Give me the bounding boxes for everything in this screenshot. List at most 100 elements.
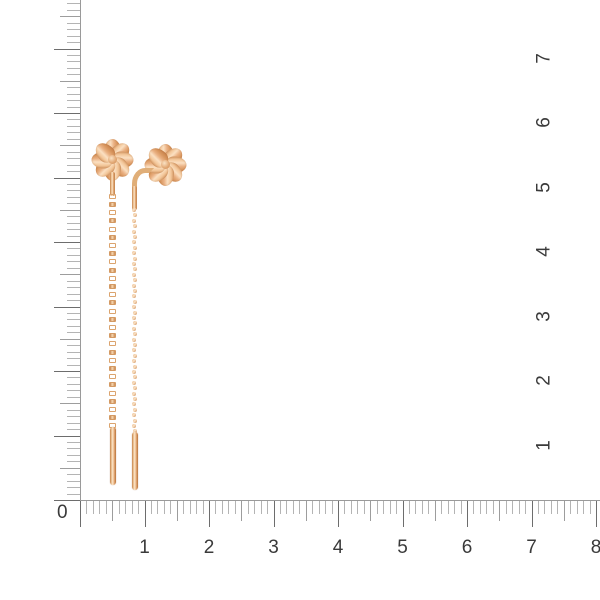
chain-link	[133, 267, 138, 272]
vertical-tick-minor	[67, 358, 80, 360]
vertical-tick-group	[0, 0, 80, 501]
horizontal-tick-minor	[163, 501, 165, 514]
chain-link	[133, 396, 138, 401]
chain-link	[109, 390, 117, 396]
horizontal-tick-minor	[396, 501, 398, 514]
horizontal-tick-minor	[189, 501, 191, 514]
horizontal-tick-minor	[131, 501, 133, 514]
horizontal-tick-minor	[221, 501, 223, 514]
horizontal-tick-major	[273, 501, 275, 527]
chain-link	[133, 429, 138, 434]
horizontal-tick-minor	[331, 501, 333, 514]
horizontal-tick-minor	[183, 501, 185, 514]
chain-link	[109, 415, 117, 421]
horizontal-tick-label: 1	[139, 537, 150, 558]
horizontal-tick-minor	[99, 501, 101, 514]
chain-link	[133, 213, 138, 218]
origin-label: 0	[57, 502, 68, 523]
vertical-tick-label: 4	[534, 246, 564, 263]
horizontal-tick-minor	[389, 501, 391, 514]
vertical-tick-minor	[67, 345, 80, 347]
vertical-tick-minor	[67, 54, 80, 56]
vertical-tick-major	[54, 177, 80, 179]
horizontal-tick-minor	[479, 501, 481, 514]
vertical-tick-minor	[67, 151, 80, 153]
horizontal-tick-minor	[428, 501, 430, 514]
horizontal-tick-label: 2	[203, 537, 215, 558]
horizontal-tick-minor	[150, 501, 152, 514]
chain-link	[133, 332, 138, 337]
vertical-tick-label: 7	[534, 53, 564, 69]
chain-link	[132, 402, 136, 407]
vertical-tick-minor	[67, 61, 80, 63]
horizontal-tick-minor	[86, 501, 88, 514]
chain-link	[109, 226, 117, 232]
horizontal-tick-minor	[537, 501, 539, 514]
vertical-tick-label-text: 5	[534, 181, 555, 193]
chain-link	[109, 406, 117, 412]
chain-link	[109, 333, 117, 339]
chain-link	[133, 375, 138, 380]
horizontal-tick-minor	[267, 501, 269, 514]
horizontal-tick-minor	[305, 501, 307, 521]
horizontal-tick-minor	[486, 501, 488, 514]
chain-link	[109, 234, 117, 240]
vertical-tick-minor	[67, 409, 80, 411]
horizontal-tick-minor	[234, 501, 236, 514]
chain-link	[109, 283, 117, 289]
drop-bar-left	[109, 426, 116, 485]
vertical-tick-minor	[67, 171, 80, 173]
vertical-tick-minor	[67, 93, 80, 95]
horizontal-tick-minor	[215, 501, 217, 514]
vertical-tick-minor	[67, 448, 80, 450]
chain-link	[133, 386, 138, 391]
chain-link	[109, 374, 117, 380]
chain-link	[133, 418, 138, 423]
chain-link	[109, 267, 117, 273]
horizontal-tick-minor	[583, 501, 585, 514]
chain-link	[109, 316, 117, 322]
horizontal-tick-minor	[254, 501, 256, 514]
vertical-tick-minor	[67, 390, 80, 392]
chain-link	[109, 300, 117, 306]
horizontal-tick-minor	[318, 501, 320, 514]
vertical-tick-minor	[60, 274, 80, 276]
horizontal-tick-minor	[370, 501, 372, 521]
chain-link	[132, 261, 136, 266]
vertical-tick-minor	[67, 261, 80, 263]
vertical-tick-minor	[67, 416, 80, 418]
chain-link	[132, 272, 136, 277]
vertical-tick-label: 1	[534, 440, 564, 456]
chain-link	[132, 240, 136, 245]
horizontal-tick-label: 4	[332, 537, 344, 558]
vertical-tick-minor	[67, 183, 80, 185]
chain-link	[109, 275, 117, 281]
vertical-tick-minor	[60, 145, 80, 147]
chain-link	[132, 337, 136, 342]
horizontal-tick-minor	[247, 501, 249, 514]
vertical-tick-minor	[67, 480, 80, 482]
vertical-tick-minor	[67, 441, 80, 443]
vertical-tick-minor	[67, 280, 80, 282]
horizontal-tick-minor	[138, 501, 140, 514]
vertical-tick-minor	[67, 158, 80, 160]
chain-link	[132, 348, 136, 353]
horizontal-tick-minor	[447, 501, 449, 514]
vertical-tick-minor	[67, 287, 80, 289]
vertical-tick-minor	[67, 216, 80, 218]
horizontal-tick-minor	[176, 501, 178, 521]
horizontal-tick-major	[80, 501, 81, 527]
vertical-tick-minor	[67, 29, 80, 31]
vertical-tick-label-text: 3	[534, 310, 555, 322]
vertical-tick-minor	[67, 487, 80, 489]
horizontal-tick-minor	[499, 501, 501, 521]
horizontal-tick-minor	[105, 501, 107, 514]
vertical-tick-minor	[67, 461, 80, 463]
vertical-tick-label-text: 7	[534, 52, 555, 64]
vertical-tick-label-text: 1	[534, 439, 555, 451]
chain-link	[133, 299, 138, 304]
chain-link	[109, 357, 117, 363]
chain-link	[132, 283, 136, 288]
chain-link	[109, 259, 117, 265]
vertical-tick-minor	[67, 203, 80, 205]
